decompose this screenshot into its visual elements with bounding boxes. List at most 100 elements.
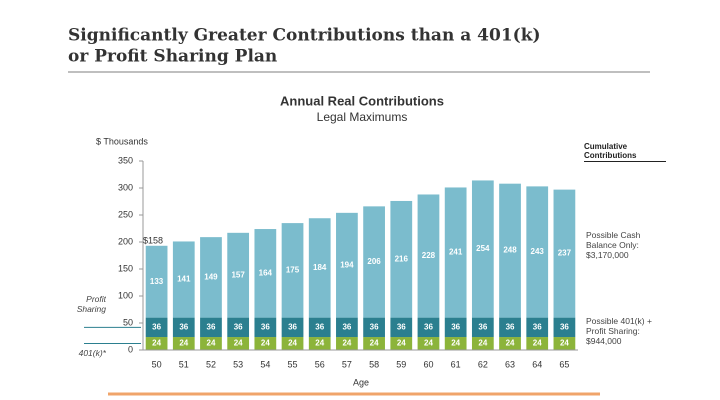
cash-note: Possible Cash Balance Only: $3,170,000 — [586, 230, 641, 260]
value-label: 36 — [560, 322, 569, 331]
value-label: 36 — [207, 322, 216, 331]
bar-segment — [336, 212, 358, 318]
value-label: 24 — [315, 339, 324, 348]
bar-segment — [227, 317, 250, 338]
value-label: 24 — [207, 339, 216, 348]
bar-segment — [444, 337, 467, 350]
value-label: 206 — [367, 257, 381, 266]
bar-segment — [200, 237, 222, 318]
x-tick-label: 62 — [478, 359, 488, 369]
bar-segment — [145, 337, 168, 350]
bar-segment — [227, 232, 250, 318]
y-tick-label: 250 — [118, 209, 133, 219]
bar-segment — [227, 337, 250, 350]
bar-segment — [254, 337, 277, 350]
bar-segment — [526, 186, 549, 318]
bar-segment — [417, 317, 440, 338]
y-tick-label: 300 — [118, 182, 133, 192]
bar-segment — [499, 337, 521, 350]
bar-segment — [390, 337, 413, 350]
legend-label: Profit Sharing — [76, 294, 106, 314]
annotation-box: Cumulative Contributions — [584, 142, 666, 162]
value-label: 243 — [531, 247, 545, 256]
value-label: 175 — [286, 265, 300, 274]
x-tick-label: 51 — [179, 359, 189, 369]
bar-segment — [363, 337, 385, 350]
bar-segment — [417, 194, 440, 318]
value-label: 36 — [288, 322, 297, 331]
value-label: 254 — [476, 244, 490, 253]
value-label: 36 — [179, 322, 188, 331]
bar-segment — [363, 206, 385, 318]
x-tick-label: 50 — [152, 359, 162, 369]
value-label: 24 — [234, 339, 243, 348]
y-tick-label: 150 — [118, 263, 133, 273]
x-tick-label: 64 — [532, 359, 542, 369]
value-label: 36 — [261, 322, 270, 331]
value-label: 157 — [231, 270, 245, 279]
value-label: 24 — [506, 339, 515, 348]
value-label: 24 — [560, 339, 569, 348]
bar-segment — [254, 229, 277, 318]
value-label: 24 — [342, 339, 351, 348]
bar-segment — [281, 337, 304, 350]
annotation-box: Possible 401(k) + Profit Sharing: $944,0… — [586, 316, 652, 346]
legend-label: 401(k)* — [78, 348, 106, 358]
value-label: 24 — [451, 339, 460, 348]
bar-segment — [308, 317, 331, 338]
bar-segment — [471, 317, 494, 338]
bar-segment — [172, 241, 195, 318]
value-label: 237 — [558, 249, 572, 258]
x-tick-label: 57 — [342, 359, 352, 369]
x-tick-label: 59 — [396, 359, 406, 369]
value-label: 164 — [259, 268, 273, 277]
bar-segment — [526, 337, 549, 350]
value-label: 133 — [150, 277, 164, 286]
value-label: 149 — [204, 272, 218, 281]
value-label: 141 — [177, 275, 191, 284]
x-tick-label: 60 — [423, 359, 433, 369]
bar-segment — [471, 337, 494, 350]
bar-segment — [336, 317, 358, 338]
legend-box: 401(k)* — [78, 348, 106, 358]
x-tick-label: 54 — [260, 359, 270, 369]
value-label: 36 — [478, 322, 487, 331]
x-tick-label: 58 — [369, 359, 379, 369]
value-label: 24 — [152, 339, 161, 348]
bar-segment — [553, 317, 576, 338]
value-label: 194 — [340, 260, 354, 269]
legend-box: Profit Sharing — [76, 294, 106, 314]
bar-segment — [200, 337, 222, 350]
value-label: 24 — [179, 339, 188, 348]
bar-segment — [254, 317, 277, 338]
value-label: 36 — [234, 322, 243, 331]
x-tick-label: 53 — [233, 359, 243, 369]
right-heading: Cumulative Contributions — [584, 142, 666, 162]
value-label: 24 — [397, 339, 406, 348]
chart-title: Annual Real Contributions — [280, 93, 444, 108]
bar-segment — [526, 317, 549, 338]
bar-segment — [172, 337, 195, 350]
x-tick-label: 61 — [451, 359, 461, 369]
bar-segment — [444, 317, 467, 338]
value-label: 24 — [424, 339, 433, 348]
value-label: 228 — [422, 251, 436, 260]
bar-segment — [471, 180, 494, 318]
value-label: 36 — [370, 322, 379, 331]
value-label: 36 — [397, 322, 406, 331]
value-label: 184 — [313, 263, 327, 272]
value-label: 36 — [533, 322, 542, 331]
plan-note: Possible 401(k) + Profit Sharing: $944,0… — [586, 316, 652, 346]
bar-segment — [499, 183, 521, 318]
annotation-box: Possible Cash Balance Only: $3,170,000 — [586, 230, 641, 260]
value-label: 36 — [315, 322, 324, 331]
chart-subtitle: Legal Maximums — [317, 110, 408, 124]
value-label: 216 — [395, 254, 409, 263]
annotation: $158 — [143, 235, 163, 245]
bar-segment — [390, 200, 413, 318]
value-label: 36 — [451, 322, 460, 331]
value-label: 36 — [424, 322, 433, 331]
bar-segment — [336, 337, 358, 350]
value-label: 24 — [533, 339, 542, 348]
